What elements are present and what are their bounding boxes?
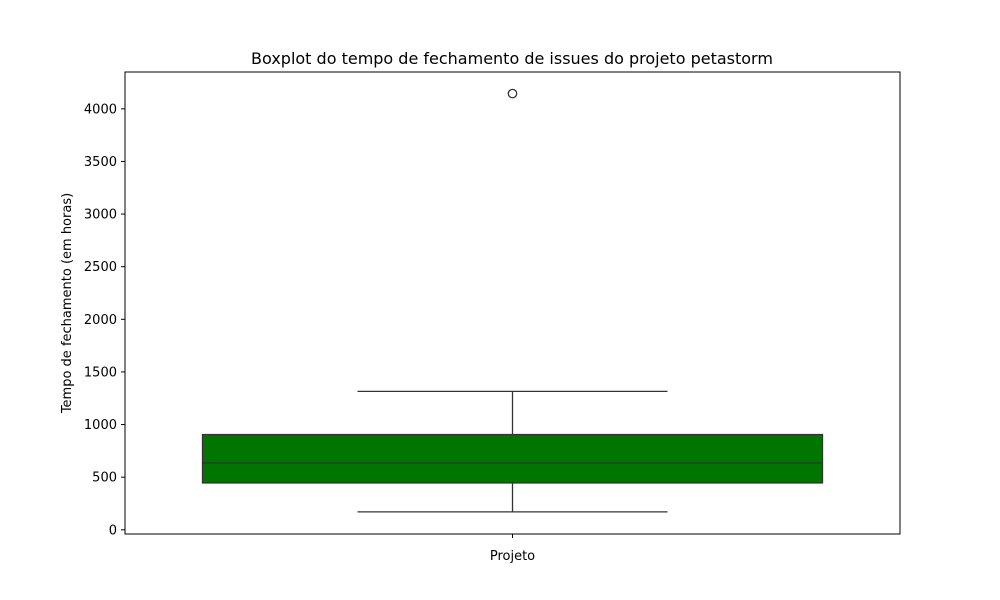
y-tick-label: 2000: [84, 313, 117, 328]
y-tick-label: 0: [109, 523, 117, 538]
y-axis-label: Tempo de fechamento (em horas): [60, 193, 75, 414]
x-axis: Projeto: [490, 534, 535, 564]
x-tick-label: Projeto: [490, 549, 535, 564]
y-tick-label: 2500: [84, 260, 117, 275]
box-iqr: [201, 433, 824, 484]
y-axis: 0 500 1000 1500 2000 2500 3000 3500 4000: [84, 102, 125, 538]
y-tick-label: 500: [92, 471, 117, 486]
y-tick-label: 1500: [84, 365, 117, 380]
y-tick-label: 1000: [84, 418, 117, 433]
y-tick-label: 4000: [84, 102, 117, 117]
y-tick-label: 3000: [84, 208, 117, 223]
chart-title: Boxplot do tempo de fechamento de issues…: [251, 49, 773, 68]
boxplot: [201, 88, 824, 513]
outlier-point: [507, 88, 518, 99]
y-tick-label: 3500: [84, 155, 117, 170]
